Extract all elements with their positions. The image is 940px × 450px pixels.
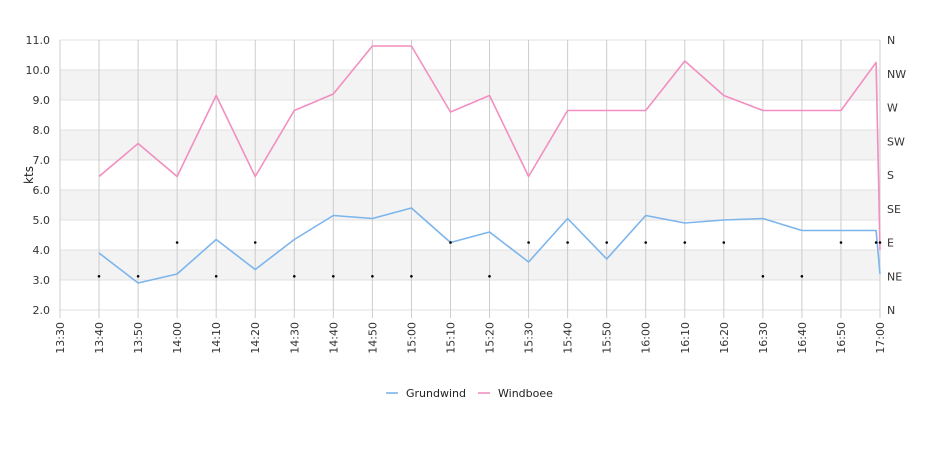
plot-band bbox=[60, 70, 880, 100]
y-tick-label: 6.0 bbox=[33, 184, 51, 197]
y2-tick-label: S bbox=[887, 169, 894, 182]
y2-tick-label: W bbox=[887, 102, 898, 115]
legend-item-grundwind[interactable]: Grundwind bbox=[386, 387, 466, 400]
y2-tick-label: SW bbox=[887, 135, 905, 148]
x-tick-label: 15:20 bbox=[484, 322, 497, 354]
direction-markers bbox=[97, 241, 882, 278]
x-tick-label: 14:10 bbox=[210, 322, 223, 354]
y2-tick-label: SE bbox=[887, 203, 901, 216]
y2-tick-label: N bbox=[887, 34, 895, 47]
direction-point bbox=[527, 241, 530, 244]
x-tick-label: 15:30 bbox=[523, 322, 536, 354]
plot-band bbox=[60, 250, 880, 280]
x-tick-label: 17:00 bbox=[874, 322, 887, 354]
x-tick-label: 16:40 bbox=[796, 322, 809, 354]
y-tick-label: 8.0 bbox=[33, 124, 51, 137]
direction-point bbox=[253, 241, 257, 244]
direction-point bbox=[410, 275, 413, 278]
direction-point bbox=[293, 275, 296, 278]
y2-tick-label: E bbox=[887, 237, 894, 250]
y2-tick-label: N bbox=[887, 304, 895, 317]
direction-point bbox=[488, 275, 491, 278]
y-tick-label: 9.0 bbox=[33, 94, 51, 107]
direction-point bbox=[214, 275, 218, 278]
series-layer bbox=[98, 45, 881, 284]
vertical-gridlines bbox=[59, 40, 881, 318]
direction-point bbox=[644, 241, 647, 244]
x-tick-label: 14:40 bbox=[327, 322, 340, 354]
direction-point bbox=[683, 241, 687, 244]
x-tick-label: 16:20 bbox=[718, 322, 731, 354]
direction-point bbox=[97, 275, 101, 278]
y-tick-label: 11.0 bbox=[26, 34, 51, 47]
direction-point bbox=[175, 241, 179, 244]
x-tick-label: 13:30 bbox=[54, 322, 67, 354]
x-tick-label: 14:50 bbox=[366, 322, 379, 354]
direction-point bbox=[371, 275, 374, 278]
direction-point bbox=[761, 275, 765, 278]
direction-point bbox=[839, 241, 843, 244]
y2-tick-label: NW bbox=[887, 68, 906, 81]
series-line-grundwind bbox=[98, 207, 881, 284]
direction-point bbox=[874, 241, 878, 244]
y2-tick-label: NE bbox=[887, 270, 902, 283]
x-tick-label: 16:30 bbox=[757, 322, 770, 354]
horizontal-gridlines bbox=[60, 39, 880, 311]
x-tick-label: 16:10 bbox=[679, 322, 692, 354]
x-tick-label: 14:20 bbox=[249, 322, 262, 354]
legend-label-grundwind: Grundwind bbox=[406, 387, 466, 400]
y-axis-right: N NE E SE S SW W NW N bbox=[887, 34, 906, 317]
legend: Grundwind Windboee bbox=[386, 387, 553, 400]
y-tick-label: 5.0 bbox=[33, 214, 51, 227]
legend-label-windboee: Windboee bbox=[498, 387, 553, 400]
x-axis: 13:30 13:40 13:50 14:00 14:10 14:20 14:30 14:40… bbox=[54, 322, 887, 354]
direction-point bbox=[332, 275, 335, 278]
x-tick-label: 13:50 bbox=[132, 322, 145, 354]
legend-item-windboee[interactable]: Windboee bbox=[478, 387, 553, 400]
x-tick-label: 16:00 bbox=[640, 322, 653, 354]
x-tick-label: 15:50 bbox=[601, 322, 614, 354]
direction-point bbox=[136, 275, 140, 278]
x-tick-label: 13:40 bbox=[93, 322, 106, 354]
direction-point bbox=[566, 241, 569, 244]
direction-point bbox=[722, 241, 726, 244]
y-tick-label: 3.0 bbox=[33, 274, 51, 287]
x-tick-label: 15:00 bbox=[405, 322, 418, 354]
y-tick-label: 7.0 bbox=[33, 154, 51, 167]
y-axis-left: 2.0 3.0 4.0 5.0 6.0 7.0 8.0 9.0 10.0 11.0 bbox=[26, 34, 51, 317]
x-tick-label: 15:10 bbox=[444, 322, 457, 354]
x-tick-label: 14:30 bbox=[288, 322, 301, 354]
plot-band bbox=[60, 190, 880, 220]
x-tick-label: 16:50 bbox=[835, 322, 848, 354]
plot-band bbox=[60, 130, 880, 160]
series-line-windboee bbox=[98, 45, 881, 251]
y-tick-label: 2.0 bbox=[33, 304, 51, 317]
direction-point bbox=[800, 275, 804, 278]
y-axis-title: kts bbox=[22, 166, 36, 184]
x-tick-label: 14:00 bbox=[171, 322, 184, 354]
direction-point bbox=[449, 241, 452, 244]
y-tick-label: 10.0 bbox=[26, 64, 51, 77]
direction-point bbox=[605, 241, 608, 244]
x-tick-label: 15:40 bbox=[562, 322, 575, 354]
direction-point bbox=[878, 241, 882, 244]
y-tick-label: 4.0 bbox=[33, 244, 51, 257]
plot-bands bbox=[60, 70, 880, 280]
